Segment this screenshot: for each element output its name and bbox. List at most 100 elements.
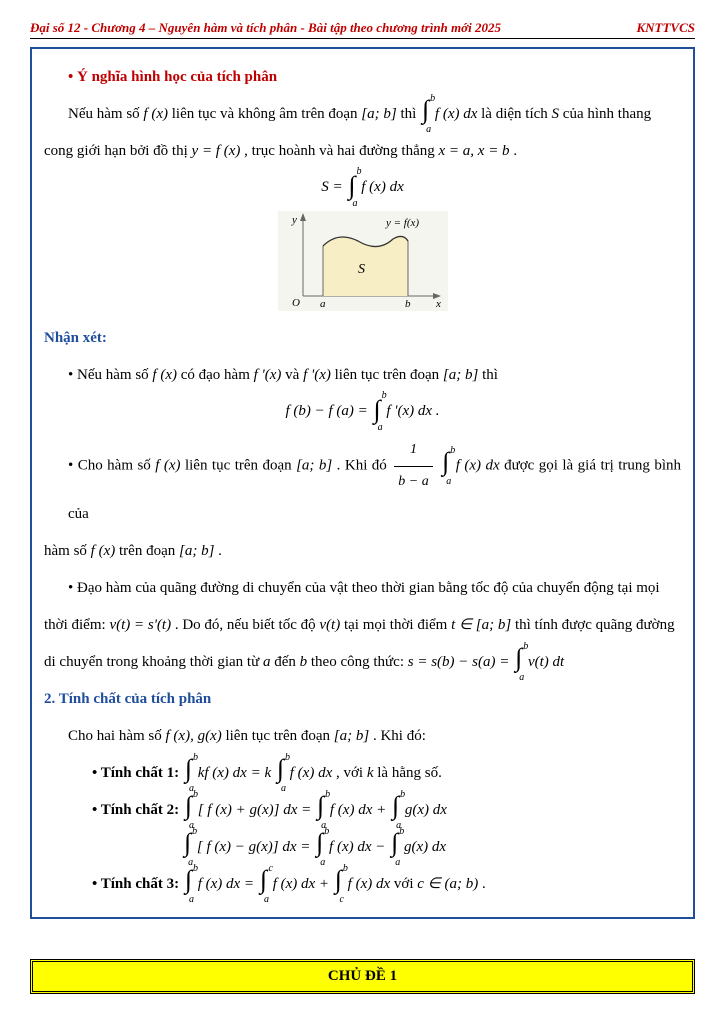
prop3-label: • Tính chất 3: (92, 876, 179, 892)
section-geom-title: • Ý nghĩa hình học của tích phân (68, 61, 681, 94)
page: Đại số 12 - Chương 4 – Nguyên hàm và tíc… (0, 0, 725, 1014)
r6-c: theo công thức: (311, 654, 408, 670)
int-p2a2: b∫a (317, 794, 324, 827)
p2b-2: f (x) dx − (329, 839, 389, 855)
p2-a: cong giới hạn bởi đồ thị (44, 143, 192, 159)
int-p3-3: b∫c (335, 868, 342, 901)
int-p2b1: b∫a (184, 831, 191, 864)
frac-1ba: 1 b − a (394, 435, 432, 498)
r2-c: . Khi đó (337, 458, 392, 474)
O-label: O (292, 297, 300, 309)
section-2-title: 2. Tính chất của tích phân (44, 683, 681, 716)
p2-xa: x = a, x = b (439, 143, 510, 159)
p1-a: Nếu hàm số (68, 106, 143, 122)
r5-d: thì tính được quãng đường (515, 617, 675, 633)
p1-e: của hình thang (563, 106, 651, 122)
r5-tab: t ∈ [a; b] (451, 617, 511, 633)
remark-1: • Nếu hàm số f (x) có đạo hàm f '(x) và … (68, 359, 681, 392)
r5-b: . Do đó, nếu biết tốc độ (175, 617, 320, 633)
r6-a: di chuyển trong khoảng thời gian từ (44, 654, 263, 670)
int-p3-1: b∫a (185, 868, 192, 901)
p2a-3: g(x) dx (405, 802, 447, 818)
p2-b: , trục hoành và hai đường thẳng (244, 143, 438, 159)
section-title-text: • Ý nghĩa hình học của tích phân (68, 69, 277, 85)
p1-k: k (367, 765, 374, 781)
y-label: y (291, 214, 297, 226)
int-p2a3: b∫a (392, 794, 399, 827)
r3-fx: f (x) (91, 543, 116, 559)
int-1: b∫a (422, 98, 429, 131)
r1-b: có đạo hàm (181, 367, 254, 383)
p2-y: y = f (x) (192, 143, 241, 159)
r1-e: thì (482, 367, 498, 383)
r5-vt: v(t) = s'(t) (109, 617, 171, 633)
r6-b2: b (300, 654, 308, 670)
int-p1l: b∫a (185, 757, 192, 790)
fbfa-left: f (b) − f (a) = (285, 403, 371, 419)
p1-fx: f (x) (143, 106, 168, 122)
p1-d: là diện tích (481, 106, 551, 122)
para-1: Nếu hàm số f (x) liên tục và không âm tr… (68, 98, 681, 131)
p1-c: thì (400, 106, 420, 122)
para-2: cong giới hạn bởi đồ thị y = f (x) , trụ… (44, 135, 681, 168)
S-label: S (358, 262, 365, 277)
p3-2: f (x) dx + (273, 876, 333, 892)
p1-intbody: f (x) dx (435, 106, 477, 122)
p3-cab: c ∈ (a; b) (417, 876, 478, 892)
r1-a: • Nếu hàm số (68, 367, 152, 383)
fbfa-right: f '(x) dx . (386, 403, 439, 419)
remark-4: • Đạo hàm của quãng đường di chuyển của … (68, 572, 681, 605)
r5-c: tại mọi thời điểm (344, 617, 451, 633)
curve-label: y = f(x) (385, 217, 419, 229)
prop-2a: • Tính chất 2: b∫a [ f (x) + g(x)] dx = … (92, 794, 681, 827)
r5-a: thời điểm: (44, 617, 109, 633)
frac-num: 1 (394, 435, 432, 467)
r5-vt2: v(t) (319, 617, 340, 633)
r1-fx: f (x) (152, 367, 177, 383)
r1-fpx2: f '(x) (303, 367, 331, 383)
int-p2b2: b∫a (316, 831, 323, 864)
s2i-ab: [a; b] (334, 728, 369, 744)
header-right: KNTTVCS (636, 20, 695, 36)
p2b-3: g(x) dx (404, 839, 446, 855)
int-avg: b∫a (442, 450, 449, 483)
remark-title-text: Nhận xét: (44, 330, 107, 346)
int-p1r: b∫a (277, 757, 284, 790)
p2a-2: f (x) dx + (330, 802, 390, 818)
prop-2b: b∫a [ f (x) − g(x)] dx = b∫a f (x) dx − … (182, 831, 681, 864)
s2i-a: Cho hai hàm số (68, 728, 166, 744)
r2-ab: [a; b] (296, 458, 332, 474)
p3-3: f (x) dx (348, 876, 390, 892)
formula-S: S = b∫a f (x) dx (44, 176, 681, 199)
formula-fbfa: f (b) − f (a) = b∫a f '(x) dx . (44, 400, 681, 423)
prop1-label: • Tính chất 1: (92, 765, 179, 781)
s2i-fg: f (x), g(x) (166, 728, 222, 744)
p1-br: f (x) dx (290, 765, 332, 781)
r3-ab: [a; b] (179, 543, 214, 559)
int-p3-2: c∫a (260, 868, 267, 901)
header-left: Đại số 12 - Chương 4 – Nguyên hàm và tíc… (30, 20, 501, 36)
formula-S-body: f (x) dx (361, 179, 403, 195)
chude-box: CHỦ ĐỀ 1 (30, 959, 695, 994)
r6-a2: a (263, 654, 271, 670)
int-fbfa: b∫a (374, 400, 381, 423)
p1-tail: , với (336, 765, 367, 781)
remark-3: hàm số f (x) trên đoạn [a; b] . (44, 535, 681, 568)
remark-5: thời điểm: v(t) = s'(t) . Do đó, nếu biế… (44, 609, 681, 642)
p1-S: S (552, 106, 560, 122)
chude-text: CHỦ ĐỀ 1 (328, 968, 397, 984)
r1-c: và (285, 367, 303, 383)
p3-tb: . (482, 876, 486, 892)
prop-3: • Tính chất 3: b∫a f (x) dx = c∫a f (x) … (92, 868, 681, 901)
graph-area: y x O a b S y = f(x) (44, 211, 681, 316)
int-p2b3: b∫a (391, 831, 398, 864)
p2b-1: [ f (x) − g(x)] dx = (197, 839, 314, 855)
remark-title: Nhận xét: (44, 322, 681, 355)
s2i-c: . Khi đó: (373, 728, 426, 744)
b-label: b (405, 298, 411, 310)
p1-bl: kf (x) dx = k (198, 765, 271, 781)
r3-b: trên đoạn (119, 543, 179, 559)
content-box: • Ý nghĩa hình học của tích phân Nếu hàm… (30, 47, 695, 919)
r6-fl: s = s(b) − s(a) = (408, 654, 513, 670)
p1-tail2: là hằng số. (377, 765, 442, 781)
